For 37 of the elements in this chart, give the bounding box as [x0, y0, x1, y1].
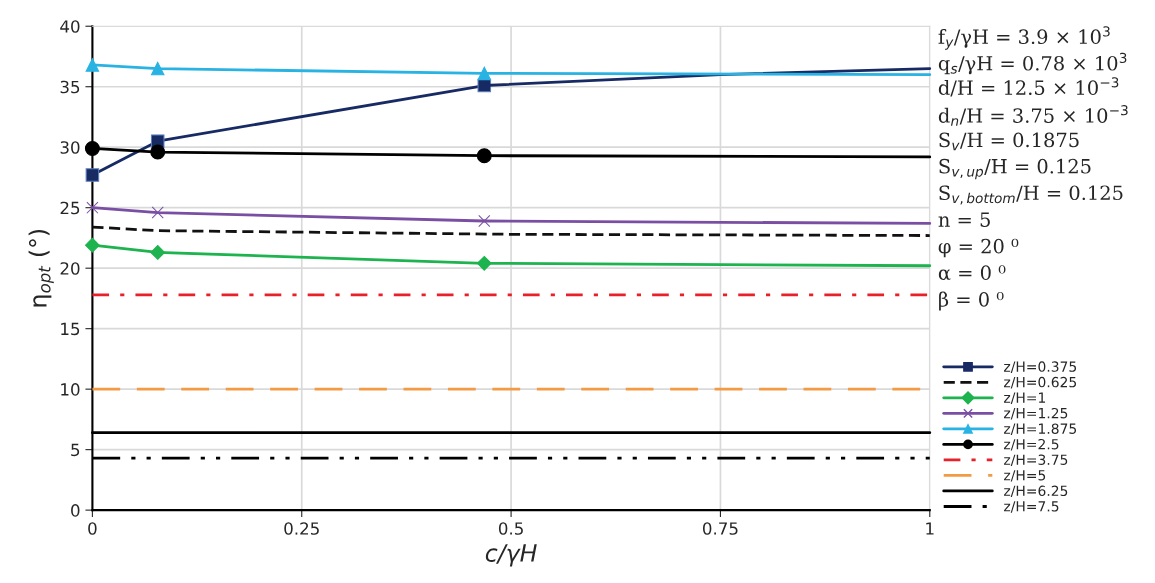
y-tick-label: 15	[61, 322, 80, 336]
x-tick-label: 0.5	[498, 522, 523, 535]
text: β = 0 ⁰	[939, 291, 1004, 311]
legend-label: z/H=1.875	[1004, 423, 1077, 436]
text: α = 0 ⁰	[938, 265, 1006, 281]
legend-label: z/H=0.625	[1004, 376, 1077, 389]
text: f$_{y}$/γH = 3.9 × 10$^{3}$	[938, 26, 1110, 50]
y-tick-label: 25	[60, 201, 80, 215]
legend-label: z/H=6.25	[1004, 485, 1068, 498]
text: d$_{n}$/H = 3.75 × 10$^{−3}$	[938, 105, 1128, 126]
legend-label: z/H=1	[1004, 392, 1046, 404]
legend-label: z/H=3.75	[1004, 454, 1068, 467]
y-axis-title: η$_{opt}$ (°)	[28, 229, 54, 307]
text: S$_{v,up}$/H = 0.125	[939, 158, 1091, 180]
legend-label: z/H=5	[1004, 470, 1046, 482]
legend-label: z/H=7.5	[1004, 501, 1059, 513]
y-tick-label: 10	[61, 383, 80, 396]
y-tick-label: 0	[71, 504, 80, 517]
x-tick-label: 1	[926, 522, 934, 535]
text: d/H = 12.5 × 10$^{−3}$	[938, 77, 1119, 97]
text: φ = 20 ⁰	[938, 238, 1019, 258]
y-tick-label: 40	[60, 20, 80, 33]
y-tick-label: 20	[60, 262, 80, 275]
y-tick-label: 30	[60, 141, 80, 154]
y-tick-label: 5	[71, 443, 80, 457]
x-tick-label: 0	[88, 522, 97, 535]
text: n = 5	[938, 212, 990, 227]
legend-label: z/H=1.25	[1004, 407, 1068, 420]
text: q$_{s}$/γH = 0.78 × 10$^{3}$	[938, 52, 1127, 75]
text: S$_{v,bottom}$/H = 0.125	[939, 185, 1123, 205]
legend-label: z/H=0.375	[1004, 361, 1077, 373]
x-tick-label: 0.75	[702, 522, 738, 535]
legend-label: z/H=2.5	[1004, 438, 1059, 451]
y-tick-label: 35	[60, 80, 80, 94]
x-tick-label: 0.25	[284, 522, 319, 535]
text: S$_{v}$/H = 0.1875	[939, 132, 1079, 151]
x-axis-title: c/γH	[485, 544, 537, 567]
